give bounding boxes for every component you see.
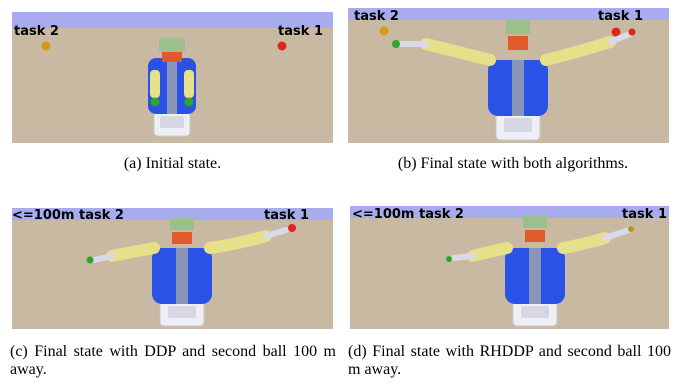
robot <box>86 218 296 327</box>
caption-d: (d) Final state with RHDDP and second ba… <box>348 343 671 378</box>
panel-d-render: <=100m task 2 task 1 <box>350 206 669 329</box>
sky <box>350 206 669 218</box>
panel-c-render: <=100m task 2 task 1 <box>12 208 333 329</box>
label-task-2: <=100m task 2 <box>12 208 124 223</box>
label-task-1: task 1 <box>598 9 643 24</box>
robot <box>446 216 634 327</box>
ball-task-1 <box>277 41 287 51</box>
caption-c: (c) Final state with DDP and second ball… <box>10 343 336 378</box>
panel-a-render: task 2 task 1 <box>12 12 333 143</box>
sky <box>348 8 669 20</box>
ball-task-2 <box>41 41 51 51</box>
robot <box>148 38 196 137</box>
caption-b: (b) Final state with both algorithms. <box>397 155 629 172</box>
sky <box>12 208 333 220</box>
ball-task-1 <box>611 27 621 37</box>
label-task-1: task 1 <box>264 208 309 223</box>
panel-d-scene <box>350 206 669 329</box>
label-task-2: <=100m task 2 <box>352 207 464 222</box>
label-task-2: task 2 <box>14 24 59 39</box>
sky <box>12 12 333 28</box>
label-task-1: task 1 <box>622 207 667 222</box>
label-task-1: task 1 <box>278 24 323 39</box>
panel-a-scene <box>12 12 333 143</box>
robot <box>392 20 636 141</box>
panel-c-scene <box>12 208 333 329</box>
caption-a: (a) Initial state. <box>123 155 222 172</box>
ball-task-2 <box>379 26 389 36</box>
panel-b-render: task 2 task 1 <box>348 8 669 143</box>
panel-b-scene <box>348 8 669 143</box>
label-task-2: task 2 <box>354 9 399 24</box>
